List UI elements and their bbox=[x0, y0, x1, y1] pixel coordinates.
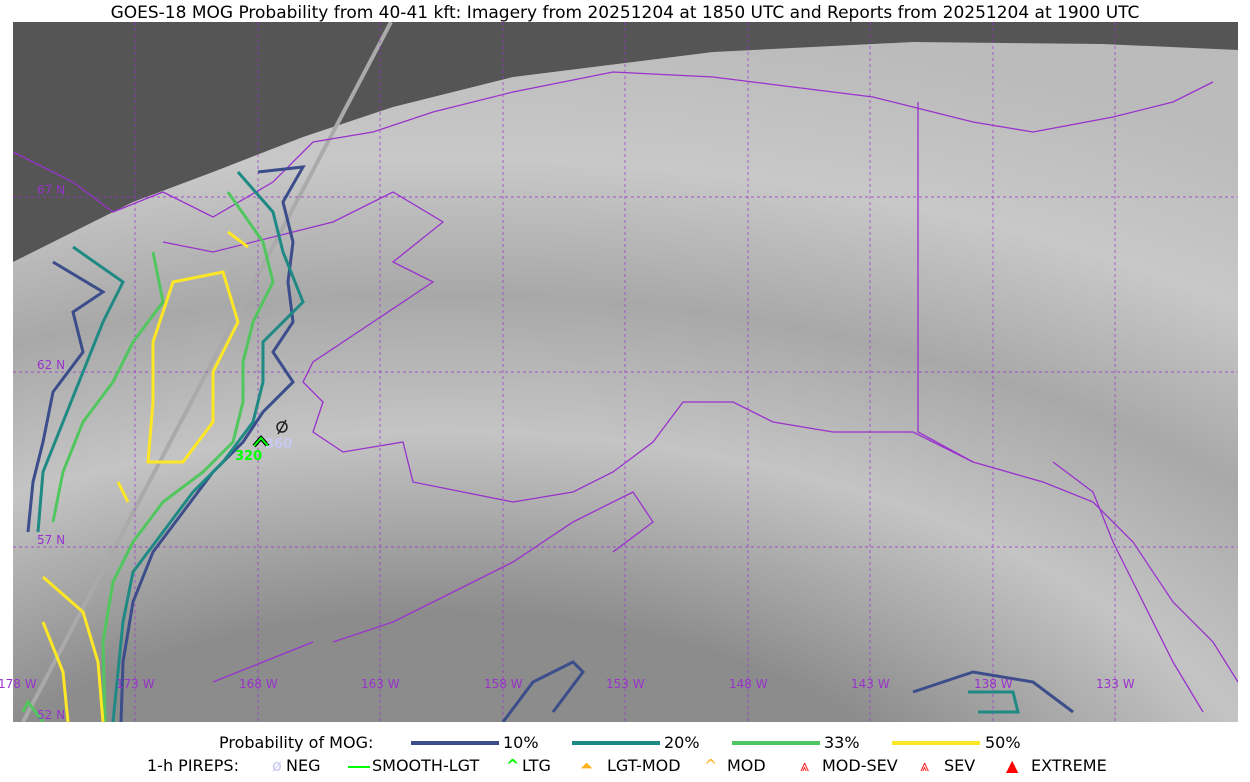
filled-triangle-icon: ▲ bbox=[1006, 756, 1019, 775]
pirep-neg-marker: 360 bbox=[265, 419, 292, 452]
pirep-ltg-marker: 320 bbox=[235, 434, 270, 464]
legend-label: LGT-MOD bbox=[607, 756, 681, 775]
legend-swatch-20 bbox=[572, 741, 660, 745]
pirep-altitude: 360 bbox=[265, 437, 292, 452]
legend-label: LTG bbox=[522, 756, 551, 775]
lat-label: 62 N bbox=[37, 358, 66, 372]
satellite-map: 320 360 bbox=[13, 22, 1238, 722]
legend-label: 20% bbox=[664, 733, 700, 752]
contour-10c bbox=[501, 660, 1074, 722]
graticule bbox=[13, 22, 1238, 722]
contour-33 bbox=[101, 191, 275, 722]
lon-label: 138 W bbox=[974, 677, 1013, 691]
lon-label: 143 W bbox=[851, 677, 890, 691]
double-hat-icon: ⩓ bbox=[920, 756, 930, 775]
legend-label: SMOOTH-LGT bbox=[372, 756, 480, 775]
lon-label: 153 W bbox=[606, 677, 645, 691]
contour-20b bbox=[36, 245, 1020, 714]
no-data-region bbox=[13, 22, 1238, 262]
legend-label: EXTREME bbox=[1031, 756, 1107, 775]
mog-contours bbox=[21, 165, 1074, 722]
lat-label: 67 N bbox=[37, 183, 66, 197]
lon-label: 158 W bbox=[484, 677, 523, 691]
contour-50 bbox=[146, 270, 240, 464]
line-icon bbox=[348, 766, 370, 768]
lon-label: 163 W bbox=[361, 677, 400, 691]
legend-swatch-33 bbox=[732, 741, 820, 745]
pirep-altitude: 320 bbox=[235, 449, 262, 464]
lon-label: 133 W bbox=[1096, 677, 1135, 691]
lat-label: 52 N bbox=[37, 708, 66, 722]
legend-title: Probability of MOG: bbox=[219, 733, 374, 752]
lon-label: 173 W bbox=[116, 677, 155, 691]
map-title: GOES-18 MOG Probability from 40-41 kft: … bbox=[110, 3, 1140, 23]
hat-icon: ^ bbox=[704, 756, 718, 775]
legend-label: MOD bbox=[727, 756, 766, 775]
hat-icon: ⏶ bbox=[580, 756, 593, 775]
caret-icon: ^ bbox=[506, 756, 520, 775]
legend-title: 1-h PIREPS: bbox=[147, 756, 239, 775]
contour-50b bbox=[41, 230, 249, 722]
legend-label: 50% bbox=[985, 733, 1021, 752]
legend-label: MOD-SEV bbox=[822, 756, 898, 775]
contour-20 bbox=[111, 171, 305, 722]
legend-swatch-50 bbox=[892, 741, 980, 745]
lat-label: 57 N bbox=[37, 533, 66, 547]
double-hat-icon: ⩓ bbox=[800, 756, 810, 775]
legend-label: NEG bbox=[286, 756, 321, 775]
contour-10b bbox=[26, 260, 106, 533]
lon-label: 148 W bbox=[729, 677, 768, 691]
legend-label: 33% bbox=[824, 733, 860, 752]
lon-label: 178 W bbox=[0, 677, 37, 691]
lon-label: 168 W bbox=[239, 677, 278, 691]
neg-icon bbox=[276, 421, 288, 433]
legend-swatch-10 bbox=[411, 741, 499, 745]
contour-33b bbox=[21, 251, 165, 722]
legend-label: SEV bbox=[944, 756, 976, 775]
contour-10 bbox=[119, 165, 306, 722]
legend-label: 10% bbox=[503, 733, 539, 752]
neg-icon: ø bbox=[272, 756, 282, 775]
coastlines bbox=[13, 71, 1238, 713]
